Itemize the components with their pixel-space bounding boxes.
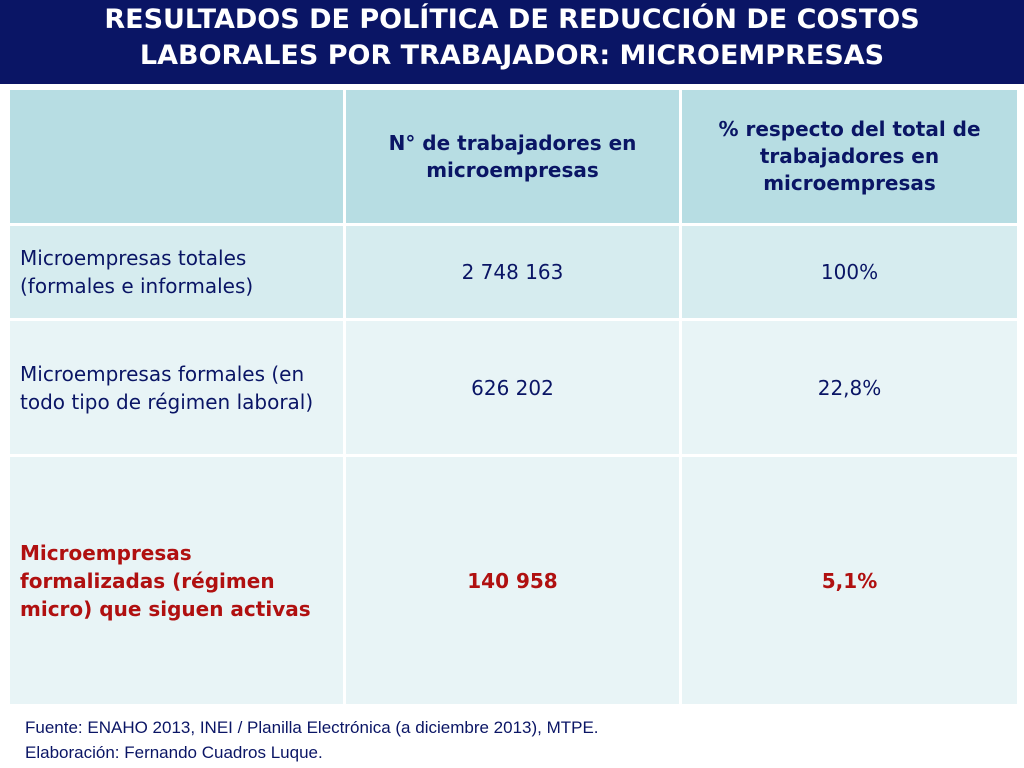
row-percent: 5,1%	[679, 454, 1020, 707]
header-workers: N° de trabajadores en microempresas	[343, 87, 682, 226]
footer-notes: Fuente: ENAHO 2013, INEI / Planilla Elec…	[25, 715, 599, 765]
row-percent: 22,8%	[679, 318, 1020, 457]
table-row: Microempresas totales (formales e inform…	[7, 223, 1020, 321]
row-label: Microempresas totales (formales e inform…	[7, 223, 346, 321]
row-label: Microempresas formales (en todo tipo de …	[7, 318, 346, 457]
row-workers: 626 202	[343, 318, 682, 457]
table-row-highlight: Microempresas formalizadas (régimen micr…	[7, 454, 1020, 707]
footer-author: Elaboración: Fernando Cuadros Luque.	[25, 743, 323, 762]
page-title-line-2: LABORALES POR TRABAJADOR: MICROEMPRESAS	[139, 40, 885, 71]
header-percent: % respecto del total de trabajadores en …	[679, 87, 1020, 226]
table-row: Microempresas formales (en todo tipo de …	[7, 318, 1020, 457]
row-workers: 2 748 163	[343, 223, 682, 321]
table-header-row: N° de trabajadores en microempresas % re…	[7, 87, 1020, 226]
footer-source: Fuente: ENAHO 2013, INEI / Planilla Elec…	[25, 718, 599, 737]
page-title-line-1: RESULTADOS DE POLÍTICA DE REDUCCIÓN DE C…	[104, 4, 920, 35]
row-workers: 140 958	[343, 454, 682, 707]
header-empty-cell	[7, 87, 346, 226]
row-percent: 100%	[679, 223, 1020, 321]
row-label: Microempresas formalizadas (régimen micr…	[7, 454, 346, 707]
page-title: RESULTADOS DE POLÍTICA DE REDUCCIÓN DE C…	[0, 0, 1024, 84]
results-table: N° de trabajadores en microempresas % re…	[7, 87, 1020, 707]
